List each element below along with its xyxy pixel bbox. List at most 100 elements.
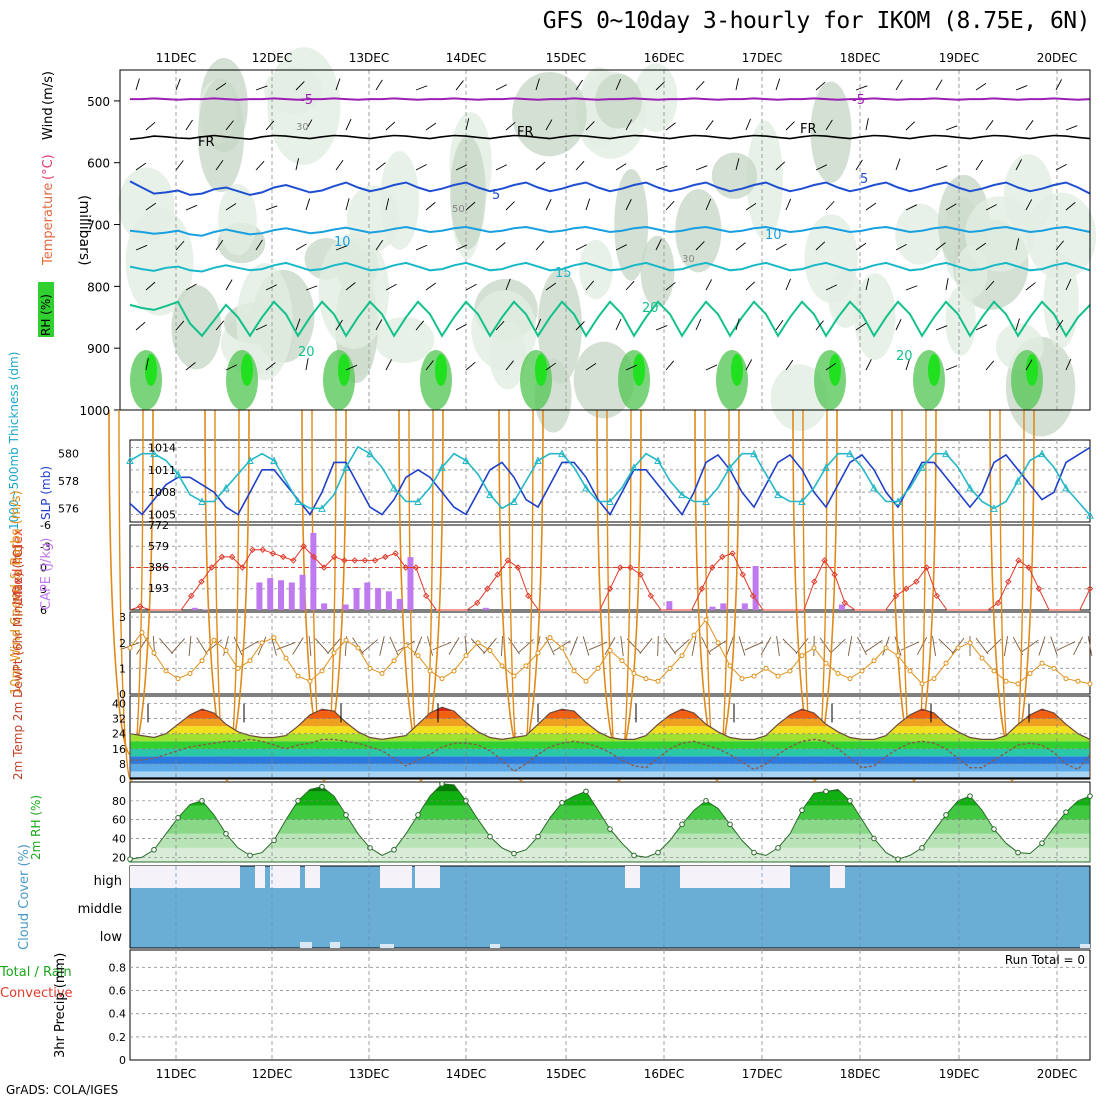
wind-barb xyxy=(265,362,276,371)
cloud-high-block xyxy=(625,866,640,888)
cape-bar xyxy=(666,601,673,610)
wind-speed-point xyxy=(259,640,265,646)
cape-bar xyxy=(375,587,382,610)
rh-shade xyxy=(236,263,293,381)
wind-speed-point xyxy=(895,653,901,659)
wind-speed-point xyxy=(127,645,133,651)
cape-tick-label: 386 xyxy=(148,561,169,574)
isotherm-15 xyxy=(129,261,1091,273)
lifted-point xyxy=(811,578,818,585)
wind-speed-point xyxy=(1063,676,1069,682)
wind-barb xyxy=(815,241,826,251)
cloud-low-block xyxy=(380,944,394,948)
wind-barb xyxy=(569,636,579,656)
wind-tick-label: 1 xyxy=(119,662,126,675)
wind-barb xyxy=(415,244,428,251)
wind-barb xyxy=(655,325,668,331)
wind-speed-point xyxy=(523,663,529,669)
cloud-low-block xyxy=(490,944,500,948)
isotherm-30 xyxy=(118,409,144,782)
wind-barb xyxy=(464,636,468,656)
wind-barb xyxy=(905,358,911,371)
wind-barb xyxy=(709,640,727,652)
lifted-point xyxy=(218,553,226,561)
thickness-point xyxy=(1014,476,1022,485)
wind-barb xyxy=(935,242,946,251)
wind-barb xyxy=(865,278,870,291)
temp-band xyxy=(130,741,1090,749)
thickness-point xyxy=(462,456,470,464)
x-tick-label-top: 12DEC xyxy=(252,51,292,65)
isotherm--5 xyxy=(130,97,1091,101)
wind-barb xyxy=(625,364,638,371)
wind-speed-point xyxy=(223,647,229,653)
wind-speed-point xyxy=(175,676,181,682)
rh-point xyxy=(991,826,997,832)
wind-barb xyxy=(362,639,378,653)
rh-shade xyxy=(1043,253,1079,348)
rh-point xyxy=(823,788,829,795)
cape-axis-label: CAPE (J/kg) xyxy=(39,538,54,610)
x-tick-label-bottom: 17DEC xyxy=(742,1067,782,1081)
isotherm-20 xyxy=(129,300,1091,338)
isotherm-5 xyxy=(129,180,1091,196)
wind-barb xyxy=(241,640,259,652)
wind-speed-point xyxy=(355,645,361,651)
isotherm-label: 5 xyxy=(860,172,868,187)
wind-barb xyxy=(1021,639,1039,653)
lifted-point xyxy=(198,578,205,585)
lifted-tick-label: -6 xyxy=(40,519,51,532)
thickness-point xyxy=(1038,449,1046,458)
wind-barb xyxy=(305,358,309,371)
cape-bar xyxy=(709,606,716,610)
wind-barb xyxy=(483,638,497,654)
cape-bar xyxy=(288,582,295,610)
thickness-point xyxy=(390,483,398,492)
wind-barb xyxy=(1038,636,1046,656)
lifted-point xyxy=(1015,557,1022,564)
lifted-point xyxy=(239,564,246,571)
rh-shade xyxy=(895,203,945,265)
wind-speed-point xyxy=(907,668,913,674)
wind-barb xyxy=(905,204,918,211)
cloud-low-block xyxy=(300,942,312,948)
isotherm-30 xyxy=(508,409,534,782)
wind-speed-point xyxy=(475,640,481,646)
wind-barb xyxy=(1055,164,1067,171)
lifted-point xyxy=(994,599,1002,607)
wind-barb xyxy=(931,636,937,656)
wind-barb xyxy=(136,637,148,655)
thickness-point xyxy=(798,497,806,505)
wind-barb xyxy=(895,318,902,331)
lifted-point xyxy=(606,585,614,592)
wind-barb xyxy=(389,636,399,656)
rh-point xyxy=(535,833,541,840)
wind-speed-point xyxy=(799,653,805,659)
lifted-point xyxy=(331,553,338,561)
cape-bar xyxy=(342,604,349,610)
wind-barb xyxy=(745,118,751,131)
thickness-tick-label: 580 xyxy=(58,448,79,461)
wind-barb xyxy=(975,324,988,331)
rh-shade xyxy=(770,364,828,432)
lifted-point xyxy=(514,564,522,571)
wind-tick-label: 0 xyxy=(119,688,126,701)
wind-speed-point xyxy=(211,637,217,643)
wind-barb xyxy=(295,158,300,171)
wind-speed-point xyxy=(163,668,169,674)
cloud-axis-label: Cloud Cover (%) xyxy=(17,844,32,950)
wind-barb xyxy=(205,639,223,653)
wind-speed-point xyxy=(343,637,349,643)
thickness-point xyxy=(246,456,254,464)
wind-tick-label: 3 xyxy=(119,611,126,624)
side-label: Temperature xyxy=(41,183,56,266)
rh-point xyxy=(1039,840,1045,846)
wind-barb xyxy=(545,636,555,656)
wind-barb xyxy=(508,637,520,655)
thickness-point xyxy=(894,497,902,505)
wind-barb xyxy=(265,120,275,131)
rh-shade xyxy=(318,233,390,349)
wind-barb xyxy=(620,636,624,656)
wind-speed-point xyxy=(331,650,337,656)
wind-speed-point xyxy=(1015,681,1021,687)
